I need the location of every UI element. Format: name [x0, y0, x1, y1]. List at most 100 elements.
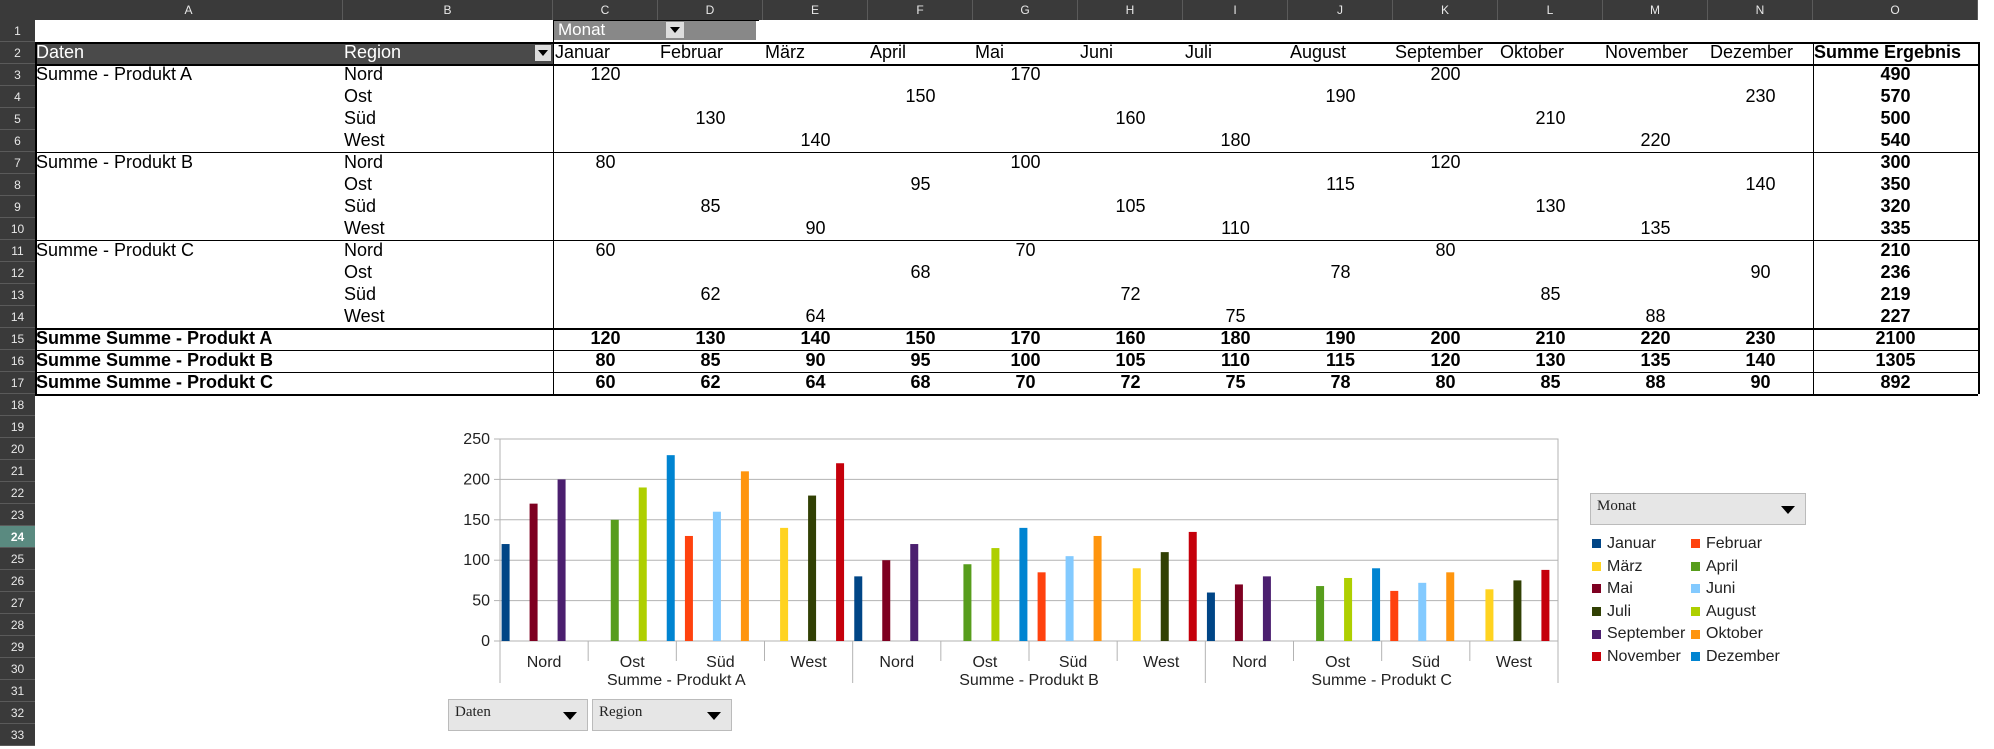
row-header-16[interactable]: 16 — [0, 350, 35, 372]
row-header-33[interactable]: 33 — [0, 724, 35, 746]
summary-value[interactable]: 110 — [1220, 350, 1251, 370]
column-header-K[interactable]: K — [1393, 0, 1498, 20]
summary-value[interactable]: 170 — [1010, 328, 1041, 348]
value-cell[interactable]: 135 — [1640, 218, 1671, 238]
value-cell[interactable]: 90 — [1750, 262, 1771, 282]
summary-value[interactable]: 120 — [1430, 350, 1461, 370]
value-cell[interactable]: 68 — [910, 262, 931, 282]
column-header-C[interactable]: C — [553, 0, 658, 20]
month-header[interactable]: September — [1395, 42, 1484, 62]
row-header-8[interactable]: 8 — [0, 174, 35, 196]
summary-value[interactable]: 72 — [1120, 372, 1141, 392]
summary-value[interactable]: 60 — [595, 372, 616, 392]
month-header[interactable]: August — [1290, 42, 1347, 62]
row-header-2[interactable]: 2 — [0, 42, 35, 64]
row-header-11[interactable]: 11 — [0, 240, 35, 262]
row-total[interactable]: 219 — [1880, 284, 1911, 304]
summary-value[interactable]: 80 — [595, 350, 616, 370]
row-header-14[interactable]: 14 — [0, 306, 35, 328]
summary-value[interactable]: 190 — [1325, 328, 1356, 348]
row-header-6[interactable]: 6 — [0, 130, 35, 152]
chart-region-field-button[interactable]: Region — [592, 699, 732, 731]
summary-value[interactable]: 130 — [695, 328, 726, 348]
value-cell[interactable]: 120 — [590, 64, 621, 84]
month-header[interactable]: Februar — [660, 42, 724, 62]
summary-total[interactable]: 892 — [1880, 372, 1911, 392]
row-total[interactable]: 490 — [1880, 64, 1911, 84]
region-label[interactable]: West — [344, 306, 385, 326]
value-cell[interactable]: 100 — [1010, 152, 1041, 172]
summary-value[interactable]: 220 — [1640, 328, 1671, 348]
value-cell[interactable]: 200 — [1430, 64, 1461, 84]
row-header-19[interactable]: 19 — [0, 416, 35, 438]
row-total[interactable]: 300 — [1880, 152, 1911, 172]
row-header-5[interactable]: 5 — [0, 108, 35, 130]
product-label[interactable]: Summe - Produkt B — [36, 152, 194, 172]
summary-value[interactable]: 135 — [1640, 350, 1671, 370]
month-header[interactable]: April — [870, 42, 907, 62]
value-cell[interactable]: 72 — [1120, 284, 1141, 304]
row-header-9[interactable]: 9 — [0, 196, 35, 218]
region-label[interactable]: Süd — [344, 196, 377, 216]
row-header-10[interactable]: 10 — [0, 218, 35, 240]
row-header-7[interactable]: 7 — [0, 152, 35, 174]
row-header-21[interactable]: 21 — [0, 460, 35, 482]
product-label[interactable]: Summe - Produkt A — [36, 64, 193, 84]
value-cell[interactable]: 95 — [910, 174, 931, 194]
summary-value[interactable]: 90 — [805, 350, 826, 370]
value-cell[interactable]: 130 — [1535, 196, 1566, 216]
row-header-31[interactable]: 31 — [0, 680, 35, 702]
value-cell[interactable]: 70 — [1015, 240, 1036, 260]
row-total[interactable]: 570 — [1880, 86, 1911, 106]
value-cell[interactable]: 160 — [1115, 108, 1146, 128]
summary-value[interactable]: 140 — [1745, 350, 1776, 370]
summary-value[interactable]: 115 — [1325, 350, 1356, 370]
column-header-M[interactable]: M — [1603, 0, 1708, 20]
field-daten[interactable]: Daten — [36, 42, 85, 62]
row-header-30[interactable]: 30 — [0, 658, 35, 680]
region-label[interactable]: Nord — [344, 240, 384, 260]
region-label[interactable]: Nord — [344, 64, 384, 84]
row-header-1[interactable]: 1 — [0, 20, 35, 42]
value-cell[interactable]: 190 — [1325, 86, 1356, 106]
summary-value[interactable]: 120 — [590, 328, 621, 348]
month-header[interactable]: Mai — [975, 42, 1005, 62]
summary-value[interactable]: 88 — [1645, 372, 1666, 392]
summary-value[interactable]: 75 — [1225, 372, 1246, 392]
column-header-J[interactable]: J — [1288, 0, 1393, 20]
column-header-L[interactable]: L — [1498, 0, 1603, 20]
row-header-13[interactable]: 13 — [0, 284, 35, 306]
region-label[interactable]: West — [344, 218, 385, 238]
value-cell[interactable]: 115 — [1326, 174, 1355, 194]
row-header-3[interactable]: 3 — [0, 64, 35, 86]
value-cell[interactable]: 110 — [1221, 218, 1250, 238]
value-cell[interactable]: 90 — [805, 218, 826, 238]
row-header-29[interactable]: 29 — [0, 636, 35, 658]
total-header[interactable]: Summe Ergebnis — [1814, 42, 1962, 62]
row-total[interactable]: 540 — [1880, 130, 1911, 150]
summary-value[interactable]: 200 — [1430, 328, 1461, 348]
row-header-20[interactable]: 20 — [0, 438, 35, 460]
row-total[interactable]: 350 — [1880, 174, 1911, 194]
value-cell[interactable]: 80 — [1435, 240, 1456, 260]
column-header-A[interactable]: A — [35, 0, 343, 20]
region-label[interactable]: West — [344, 130, 385, 150]
summary-value[interactable]: 90 — [1750, 372, 1771, 392]
value-cell[interactable]: 170 — [1010, 64, 1041, 84]
value-cell[interactable]: 130 — [695, 108, 726, 128]
region-label[interactable]: Nord — [344, 152, 384, 172]
month-header[interactable]: Dezember — [1710, 42, 1794, 62]
row-total[interactable]: 236 — [1880, 262, 1911, 282]
value-cell[interactable]: 85 — [700, 196, 721, 216]
month-header[interactable]: März — [765, 42, 805, 62]
summary-value[interactable]: 80 — [1435, 372, 1456, 392]
value-cell[interactable]: 62 — [700, 284, 721, 304]
summary-value[interactable]: 105 — [1115, 350, 1146, 370]
row-header-15[interactable]: 15 — [0, 328, 35, 350]
summary-value[interactable]: 85 — [1540, 372, 1561, 392]
chart-page-field-button[interactable]: Monat — [1590, 493, 1806, 525]
value-cell[interactable]: 220 — [1640, 130, 1671, 150]
summary-total[interactable]: 1305 — [1875, 350, 1916, 370]
row-header-17[interactable]: 17 — [0, 372, 35, 394]
row-header-18[interactable]: 18 — [0, 394, 35, 416]
